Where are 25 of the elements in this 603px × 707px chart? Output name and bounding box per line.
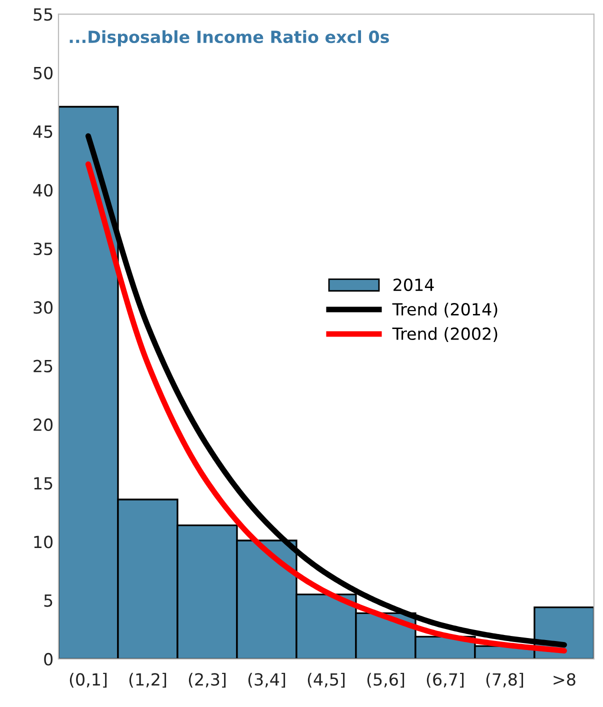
- legend-label: 2014: [394, 278, 434, 292]
- x-tick-label: (1,2]: [129, 672, 166, 688]
- y-tick-label: 55: [34, 8, 52, 21]
- y-tick-label: 40: [33, 184, 53, 197]
- x-tick-label: (5,6]: [367, 672, 404, 688]
- legend-label: Trend (2014): [392, 302, 498, 318]
- y-tick-label: 20: [34, 418, 53, 432]
- y-tick-label: 25: [34, 360, 52, 372]
- x-tick-label: (6,7]: [426, 672, 464, 688]
- text: ...Disposable Income Ratio excl 0s: [70, 30, 389, 46]
- y-tick-label: 50: [34, 66, 53, 80]
- y-tick-label: 10: [34, 536, 53, 548]
- x-tick-label: (3,4]: [248, 672, 286, 688]
- x-tick-label: (2,3]: [188, 672, 226, 688]
- y-tick-label: 45: [33, 126, 52, 138]
- y-tick-label: 30: [34, 301, 53, 314]
- y-tick-label: 0: [44, 652, 53, 666]
- x-tick-label: (7,8]: [486, 672, 524, 688]
- x-tick-label: (0,1]: [70, 672, 107, 688]
- y-tick-label: 15: [34, 477, 52, 490]
- y-tick-label: 5: [44, 594, 52, 607]
- legend-label: Trend (2002): [392, 327, 498, 342]
- x-tick-label: (4,5]: [308, 672, 345, 688]
- x-tick-label: >8: [554, 673, 576, 686]
- y-tick-label: 35: [34, 242, 52, 256]
